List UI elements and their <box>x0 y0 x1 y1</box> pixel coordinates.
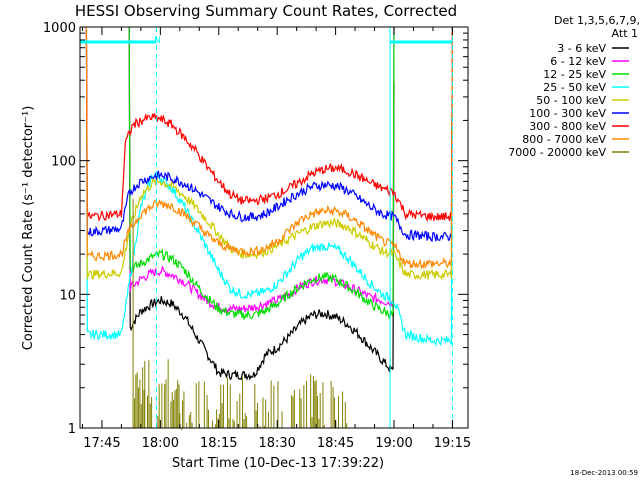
footer-date: 18-Dec-2013 00:59 <box>570 469 638 477</box>
x-axis-label: Start Time (10-Dec-13 17:39:22) <box>172 456 384 471</box>
legend-label: 50 - 100 keV <box>536 94 606 107</box>
x-tick-label: 18:00 <box>142 436 179 451</box>
night-overlay <box>80 27 453 428</box>
x-tick-label: 17:45 <box>83 436 120 451</box>
legend-header-line-2: Att 1 <box>612 27 638 40</box>
legend-label: 800 - 7000 keV <box>522 133 606 146</box>
night-marker-label: N <box>154 36 161 46</box>
x-tick-label: 18:30 <box>258 436 295 451</box>
x-tick-label: 19:00 <box>375 436 412 451</box>
series-line <box>128 26 395 320</box>
legend-label: 25 - 50 keV <box>543 81 606 94</box>
plot-frame <box>79 26 469 429</box>
series-line <box>85 26 453 243</box>
series-300_800keV <box>85 26 453 223</box>
series-line <box>128 26 395 314</box>
legend-header-line-1: Det 1,3,5,6,7,9, <box>554 14 640 27</box>
series-line <box>85 26 453 271</box>
legend-label: 300 - 800 keV <box>529 120 606 133</box>
x-axis: 17:45 18:00 18:15 18:30 18:45 19:00 19:15 <box>81 27 471 451</box>
series-25_50keV <box>85 26 453 347</box>
chart-title: HESSI Observing Summary Count Rates, Cor… <box>75 2 457 20</box>
y-tick-label: 100 <box>51 155 76 170</box>
legend-label: 3 - 6 keV <box>557 42 606 55</box>
plot-area <box>80 26 453 431</box>
series-line <box>85 26 453 282</box>
series-12_25keV <box>128 26 395 320</box>
legend-label: 100 - 300 keV <box>529 107 606 120</box>
y-tick-label: 1 <box>68 422 76 437</box>
y-axis-label: Corrected Count Rate (s⁻¹ detector⁻¹) <box>21 106 36 351</box>
y-tick-label: 10 <box>59 288 76 303</box>
legend-label: 6 - 12 keV <box>550 55 606 68</box>
legend-label: 7000 - 20000 keV <box>508 146 606 159</box>
series-line <box>128 26 395 381</box>
x-tick-label: 18:15 <box>200 436 237 451</box>
series-line <box>85 26 453 223</box>
y-tick-label: 1000 <box>43 21 76 36</box>
x-tick-label: 18:45 <box>317 436 354 451</box>
series-800_7000keV <box>85 26 453 271</box>
series-line <box>85 26 453 347</box>
series-100_300keV <box>85 26 453 243</box>
x-tick-label: 19:15 <box>434 436 471 451</box>
legend-label: 12 - 25 keV <box>543 68 606 81</box>
y-axis: 1 10 100 1000 <box>43 21 468 437</box>
series-50_100keV <box>85 26 453 282</box>
series-6_12keV <box>128 26 395 314</box>
series-7000_20000keV <box>132 198 348 431</box>
series-3_6keV <box>128 26 395 381</box>
